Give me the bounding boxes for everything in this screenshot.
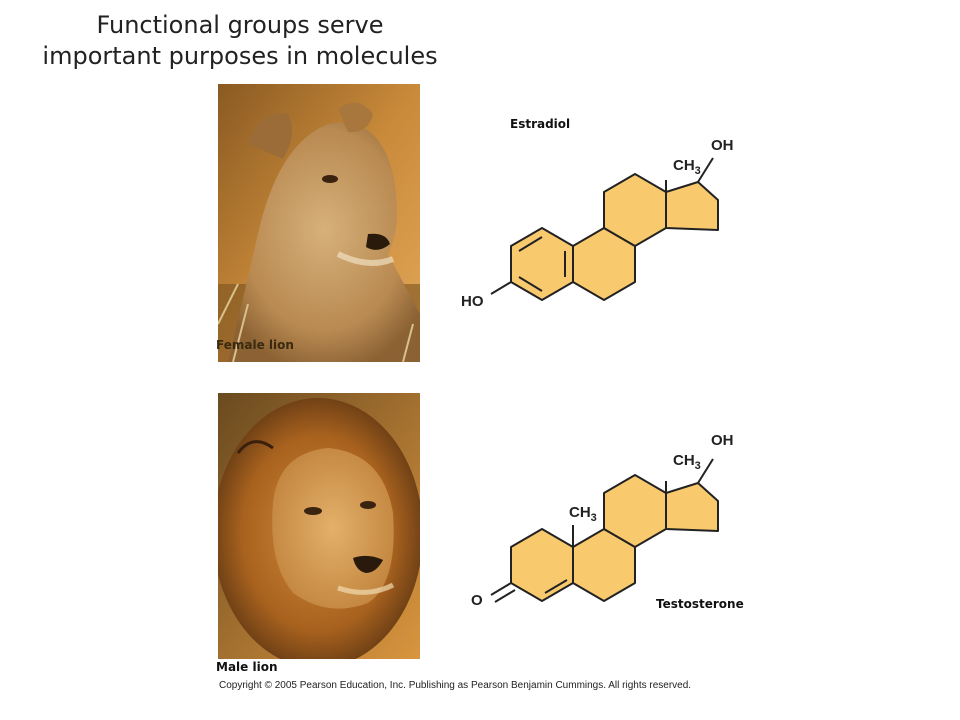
estradiol-ring-a xyxy=(510,227,574,301)
estradiol-methyl-group: CH3 xyxy=(673,157,701,177)
copyright-notice: Copyright © 2005 Pearson Education, Inc.… xyxy=(219,680,692,691)
testosterone-ring-a xyxy=(510,528,574,602)
testosterone-structure: O CH3 CH3 OH xyxy=(455,425,775,615)
slide-title: Functional groups serve important purpos… xyxy=(42,11,438,70)
female-lion-photo xyxy=(218,84,420,362)
male-lion-photo xyxy=(218,393,420,659)
male-lion-label: Male lion xyxy=(216,660,278,674)
testosterone-label: Testosterone xyxy=(656,597,744,611)
female-lion-label: Female lion xyxy=(216,338,294,352)
testosterone-methyl-top: CH3 xyxy=(673,452,701,472)
estradiol-ho-group: HO xyxy=(461,293,484,310)
testosterone-ring-d xyxy=(665,482,719,532)
testosterone-oh-group: OH xyxy=(711,432,734,449)
estradiol-label: Estradiol xyxy=(510,117,571,131)
estradiol-oh-group: OH xyxy=(711,137,734,154)
estradiol-ring-d xyxy=(665,181,719,231)
testosterone-methyl-mid: CH3 xyxy=(569,504,597,524)
estradiol-structure: HO CH3 OH xyxy=(455,130,775,320)
testosterone-carbonyl-o: O xyxy=(471,592,483,609)
